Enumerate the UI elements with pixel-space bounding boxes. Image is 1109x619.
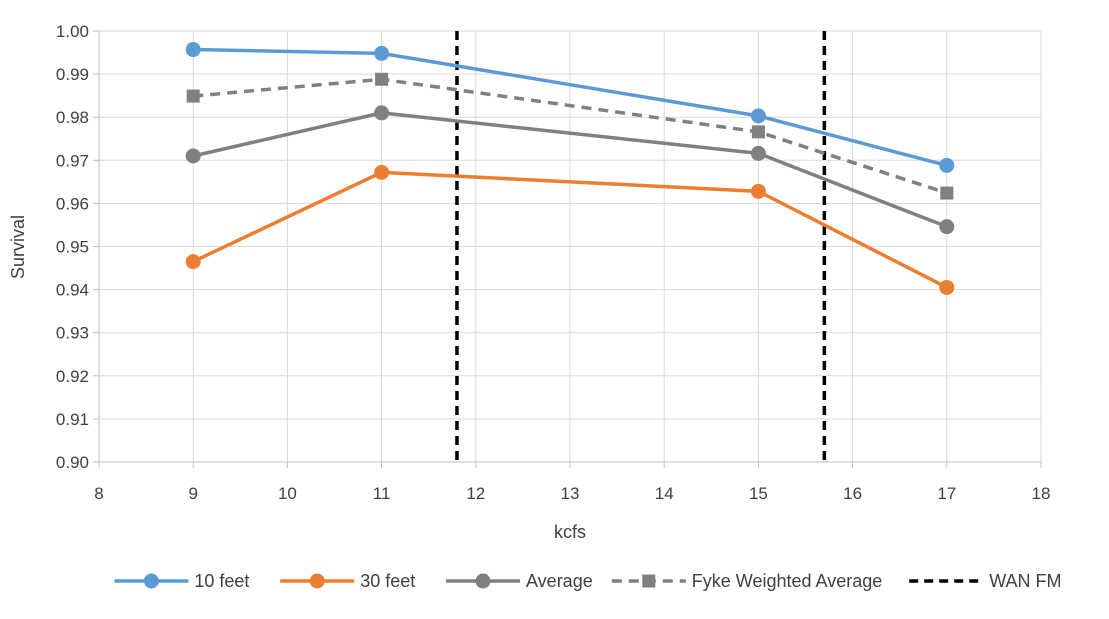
y-tick-label: 0.98 xyxy=(56,108,89,127)
y-tick-label: 0.99 xyxy=(56,65,89,84)
y-axis-label: Survival xyxy=(8,215,28,279)
data-point-average xyxy=(939,219,955,235)
x-tick-label: 18 xyxy=(1032,484,1051,503)
x-tick-label: 15 xyxy=(749,484,768,503)
y-tick-label: 0.93 xyxy=(56,324,89,343)
y-tick-label: 0.90 xyxy=(56,453,89,472)
legend: 10 feet 30 feet Average Fyke Weighted Avera… xyxy=(114,571,1062,591)
series-line-10-feet xyxy=(193,47,948,168)
y-tick-label: 0.95 xyxy=(56,238,89,257)
legend-marker-10-feet xyxy=(143,573,159,589)
x-tick-label: 12 xyxy=(466,484,485,503)
legend-marker-fyke-weighted-average xyxy=(642,574,656,588)
x-tick-label: 14 xyxy=(655,484,674,503)
data-point-fyke-weighted-average xyxy=(940,186,954,200)
data-point-30-feet xyxy=(374,164,390,180)
data-point-fyke-weighted-average xyxy=(375,72,389,86)
data-point-average xyxy=(750,145,766,161)
legend-label-30-feet: 30 feet xyxy=(360,571,415,591)
tick-labels: 8 9 10 11 12 13 14 15 16 17 18 0.90 0.91 0.92 0.93 0.94… xyxy=(56,22,1051,503)
y-tick-label: 0.97 xyxy=(56,151,89,170)
legend-label-10-feet: 10 feet xyxy=(194,571,249,591)
legend-label-wan-fm: WAN FM xyxy=(989,571,1061,591)
data-point-10-feet xyxy=(185,42,201,58)
grid-lines xyxy=(99,30,1042,462)
data-point-30-feet xyxy=(750,183,766,199)
y-tick-label: 0.91 xyxy=(56,410,89,429)
data-point-fyke-weighted-average xyxy=(751,125,765,139)
x-tick-label: 16 xyxy=(843,484,862,503)
data-point-10-feet xyxy=(374,45,390,61)
series-line-average xyxy=(192,111,948,229)
legend-marker-average xyxy=(475,573,491,589)
data-point-average xyxy=(185,148,201,164)
x-tick-label: 13 xyxy=(561,484,580,503)
legend-label-fyke-weighted-average: Fyke Weighted Average xyxy=(692,571,882,591)
x-axis-label: kcfs xyxy=(554,522,586,542)
data-point-10-feet xyxy=(750,108,766,124)
legend-label-average: Average xyxy=(526,571,593,591)
reference-lines xyxy=(455,31,827,462)
x-tick-label: 9 xyxy=(188,484,197,503)
y-tick-label: 0.94 xyxy=(56,281,89,300)
x-tick-label: 8 xyxy=(94,484,103,503)
series-line-fyke-weighted-average xyxy=(193,77,948,195)
y-tick-label: 0.96 xyxy=(56,194,89,213)
series-line-30-feet xyxy=(192,170,948,290)
x-tick-label: 11 xyxy=(373,484,391,503)
data-point-average xyxy=(374,105,390,121)
data-point-30-feet xyxy=(939,279,955,295)
y-tick-label: 1.00 xyxy=(56,22,89,41)
data-point-10-feet xyxy=(939,157,955,173)
data-point-fyke-weighted-average xyxy=(186,89,200,103)
axes xyxy=(93,30,1042,468)
data-point-30-feet xyxy=(185,254,201,270)
x-tick-label: 10 xyxy=(278,484,297,503)
x-tick-label: 17 xyxy=(937,484,956,503)
legend-marker-30-feet xyxy=(309,573,325,589)
data-series xyxy=(185,42,955,295)
y-tick-label: 0.92 xyxy=(56,367,89,386)
